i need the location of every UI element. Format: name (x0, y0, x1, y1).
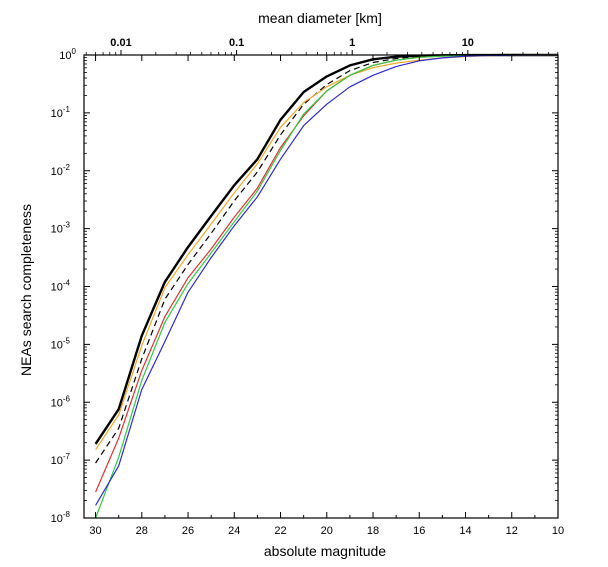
x-tick-label: 22 (274, 525, 286, 537)
axis-ticks: 30 28 26 24 22 20 18 16 14 12 100.01 0.1 1 1010-810-7… (51, 37, 565, 537)
y-tick-exponent: -7 (63, 452, 71, 461)
y-tick-exponent: -3 (63, 221, 71, 230)
y-axis-label: NEAs search completeness (18, 204, 34, 376)
y-tick-exponent: -1 (63, 105, 71, 114)
y-tick-exponent: 0 (72, 47, 77, 56)
x-tick-label: 10 (552, 525, 564, 537)
y-tick-exponent: -6 (63, 394, 71, 403)
x-axis-label: absolute magnitude (264, 543, 386, 559)
x-tick-label: 12 (506, 525, 518, 537)
y-tick-exponent: -2 (63, 163, 71, 172)
x-tick-label: 24 (228, 525, 240, 537)
top-axis-label: mean diameter [km] (258, 10, 382, 26)
series-line-black-dashed (95, 54, 558, 464)
x-tick-label: 14 (459, 525, 471, 537)
x2-tick-label: 0.1 (229, 37, 244, 49)
x-tick-label: 16 (413, 525, 425, 537)
series-line-blue (95, 54, 559, 506)
x-tick-label: 28 (136, 525, 148, 537)
x-tick-label: 18 (367, 525, 379, 537)
x-tick-label: 30 (89, 525, 101, 537)
x-tick-label: 26 (182, 525, 194, 537)
x-tick-label: 20 (321, 525, 333, 537)
x2-tick-label: 0.01 (110, 37, 131, 49)
x2-tick-label: 1 (349, 37, 355, 49)
x2-tick-label: 10 (462, 37, 474, 49)
y-tick-exponent: -4 (63, 279, 71, 288)
y-tick-exponent: -5 (63, 336, 71, 345)
y-tick-exponent: -8 (63, 510, 71, 519)
